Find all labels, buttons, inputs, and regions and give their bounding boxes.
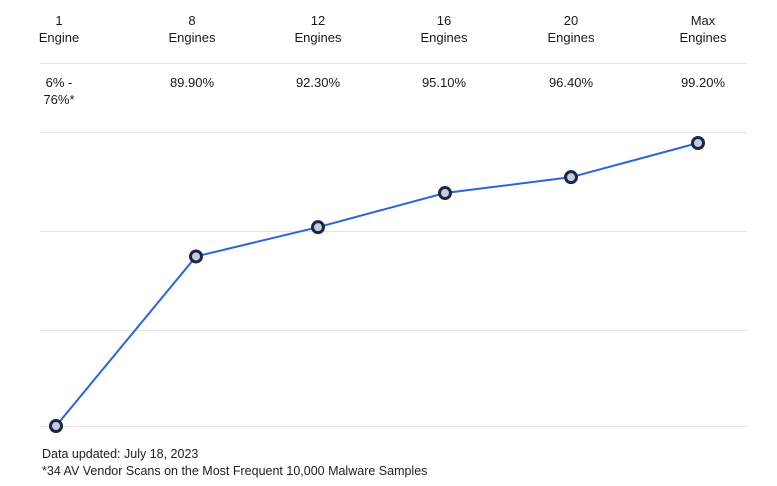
data-point (564, 170, 578, 185)
data-point (189, 249, 203, 264)
column-header-8: 8 Engines (168, 13, 216, 45)
data-updated-note: Data updated: July 18, 2023 (42, 447, 199, 461)
rate-value-20: 96.40% (548, 75, 594, 90)
column-header-12: 12 Engines (294, 13, 342, 45)
rate-value-1: 6% -76%* (43, 75, 75, 107)
header-divider (40, 63, 747, 64)
column-header-1: 1 Engine (38, 13, 80, 45)
column-header-max: Max Engines (679, 13, 727, 45)
data-point (691, 136, 705, 150)
series-line (55, 142, 699, 427)
data-point (438, 186, 452, 201)
rate-value-max: 99.20% (680, 75, 726, 90)
rate-value-16: 95.10% (421, 75, 467, 90)
column-header-16: 16 Engines (420, 13, 468, 45)
data-point (311, 220, 325, 235)
rate-value-12: 92.30% (295, 75, 341, 90)
column-header-20: 20 Engines (547, 13, 595, 45)
rate-value-8: 89.90% (169, 75, 215, 90)
footnote: *34 AV Vendor Scans on the Most Frequent… (42, 464, 428, 478)
data-point (49, 419, 63, 433)
